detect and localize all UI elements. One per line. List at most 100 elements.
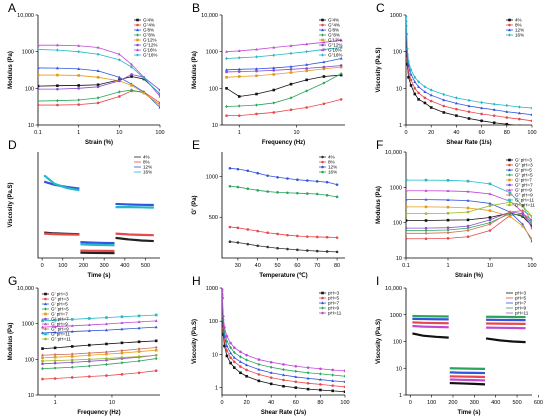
- series-g-ph-5: [406, 197, 532, 243]
- series-line: [42, 320, 157, 328]
- data-point: [466, 228, 470, 233]
- data-point: [296, 234, 299, 238]
- data-point: [406, 212, 408, 215]
- series-line: [406, 190, 532, 229]
- data-point: [424, 178, 428, 182]
- data-point: [256, 244, 260, 248]
- series-g-ph-9: [41, 345, 158, 357]
- data-point: [53, 346, 57, 350]
- plot-area: [222, 288, 345, 394]
- axis-frame: [37, 152, 160, 259]
- data-point: [266, 174, 269, 177]
- data-point: [53, 366, 57, 370]
- y-tick-label: 1000: [22, 322, 34, 328]
- data-point: [53, 353, 57, 357]
- panel-f: F 0.1 1 10 100 10 100 1000 10,000 Strain (%) Modul…: [376, 138, 537, 279]
- data-point: [466, 179, 470, 183]
- legend-label: G'' pH=5: [515, 173, 533, 178]
- series-line: [44, 232, 154, 253]
- data-point: [154, 325, 158, 329]
- data-point: [276, 191, 279, 194]
- legend-label: G''16%: [143, 53, 158, 58]
- data-point: [236, 241, 240, 244]
- series-line: [229, 167, 338, 186]
- legend-label: G' pH=7: [51, 312, 68, 317]
- x-tick-label: 0: [409, 400, 412, 406]
- data-point: [55, 66, 59, 70]
- legend-label: G'12%: [143, 38, 157, 43]
- series-ph-5: [412, 321, 526, 379]
- series-line: [42, 370, 157, 380]
- data-point: [322, 75, 326, 78]
- legend-marker: [508, 173, 511, 177]
- legend-label: G' pH=5: [515, 168, 532, 173]
- data-point: [417, 98, 420, 101]
- y-tick-label: 10: [396, 256, 402, 262]
- legend-label: pH=3: [515, 291, 527, 296]
- legend-label: 16%: [515, 33, 524, 38]
- data-point: [120, 349, 124, 353]
- x-tick-label: 100: [340, 400, 349, 406]
- data-point: [517, 111, 521, 115]
- panel-letter: I: [376, 274, 379, 288]
- data-point: [266, 245, 269, 249]
- series-line: [38, 74, 160, 106]
- data-point: [331, 368, 335, 372]
- x-tick-label: 300: [470, 400, 479, 406]
- data-point: [455, 107, 458, 111]
- legend-label: G'' pH=5: [51, 307, 69, 312]
- data-point: [492, 121, 496, 125]
- legend-marker: [136, 33, 139, 37]
- legend-label: G' pH=11: [515, 198, 534, 203]
- series-line: [406, 211, 532, 229]
- data-point: [331, 379, 335, 382]
- data-point: [154, 313, 158, 317]
- data-point: [424, 231, 428, 235]
- data-point: [335, 236, 339, 239]
- data-point: [319, 388, 322, 392]
- data-point: [137, 355, 141, 358]
- data-point: [53, 324, 57, 328]
- data-point: [41, 359, 44, 363]
- series-line: [412, 324, 526, 382]
- legend-label: pH=11: [328, 311, 342, 316]
- series-line: [229, 226, 338, 239]
- data-point: [442, 98, 446, 102]
- data-point: [255, 55, 258, 59]
- data-point: [70, 329, 74, 333]
- data-point: [228, 184, 232, 188]
- data-point: [322, 81, 326, 85]
- data-point: [508, 191, 512, 195]
- series-line: [42, 358, 157, 369]
- data-point: [154, 339, 158, 343]
- data-point: [343, 385, 345, 389]
- data-point: [158, 105, 160, 109]
- x-tick-label: 1: [446, 263, 449, 269]
- data-point: [423, 85, 427, 89]
- data-point: [158, 103, 160, 107]
- data-point: [225, 87, 228, 90]
- data-point: [77, 87, 80, 90]
- x-tick-label: 10: [294, 130, 300, 136]
- series-g-4-: [225, 73, 343, 98]
- legend: 4%8%12%16%: [506, 18, 524, 38]
- data-point: [77, 74, 80, 77]
- data-point: [521, 222, 525, 226]
- x-axis-title: Strain (%): [85, 140, 113, 146]
- x-tick-label: 1: [238, 130, 241, 136]
- data-point: [237, 114, 241, 117]
- x-tick-label: 20: [428, 130, 434, 136]
- x-tick-label: 200: [448, 400, 457, 406]
- data-point: [446, 226, 450, 230]
- data-point: [257, 373, 261, 376]
- data-point: [446, 179, 450, 182]
- data-point: [158, 101, 160, 105]
- data-point: [120, 373, 124, 376]
- data-point: [272, 53, 276, 57]
- data-point: [446, 231, 450, 235]
- data-point: [276, 246, 279, 250]
- data-point: [521, 208, 525, 213]
- series-g-ph-3: [41, 369, 158, 381]
- data-point: [272, 111, 276, 114]
- data-point: [315, 192, 319, 196]
